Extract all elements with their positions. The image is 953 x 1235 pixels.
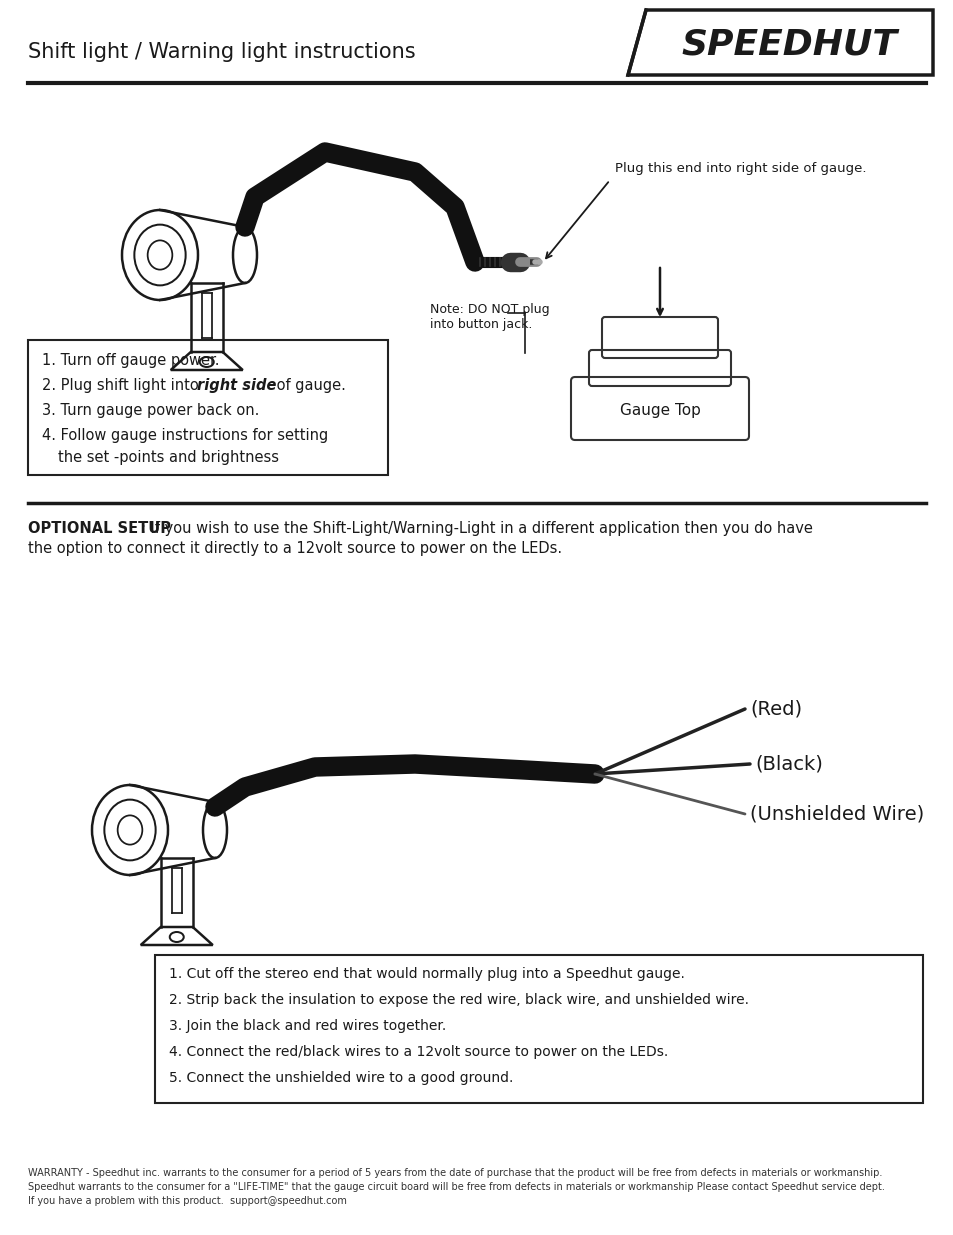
Text: SPEEDHUT: SPEEDHUT — [680, 27, 897, 62]
Text: Shift light / Warning light instructions: Shift light / Warning light instructions — [28, 42, 416, 62]
Text: 4. Follow gauge instructions for setting: 4. Follow gauge instructions for setting — [42, 429, 328, 443]
Text: the option to connect it directly to a 12volt source to power on the LEDs.: the option to connect it directly to a 1… — [28, 541, 561, 556]
Text: (Black): (Black) — [754, 755, 822, 773]
Text: WARRANTY - Speedhut inc. warrants to the consumer for a period of 5 years from t: WARRANTY - Speedhut inc. warrants to the… — [28, 1168, 882, 1178]
Text: 3. Join the black and red wires together.: 3. Join the black and red wires together… — [169, 1019, 446, 1032]
Text: 3. Turn gauge power back on.: 3. Turn gauge power back on. — [42, 403, 259, 417]
Text: 2. Plug shift light into: 2. Plug shift light into — [42, 378, 203, 393]
Text: OPTIONAL SETUP: OPTIONAL SETUP — [28, 521, 171, 536]
Text: (Unshielded Wire): (Unshielded Wire) — [749, 804, 923, 824]
Text: 4. Connect the red/black wires to a 12volt source to power on the LEDs.: 4. Connect the red/black wires to a 12vo… — [169, 1045, 667, 1058]
Text: into button jack.: into button jack. — [430, 317, 532, 331]
Text: right side: right side — [196, 378, 276, 393]
Text: Plug this end into right side of gauge.: Plug this end into right side of gauge. — [615, 162, 865, 175]
Text: Speedhut warrants to the consumer for a "LIFE-TIME" that the gauge circuit board: Speedhut warrants to the consumer for a … — [28, 1182, 884, 1192]
Text: 2. Strip back the insulation to expose the red wire, black wire, and unshielded : 2. Strip back the insulation to expose t… — [169, 993, 748, 1007]
Text: Gauge Top: Gauge Top — [618, 404, 700, 419]
Text: (Red): (Red) — [749, 699, 801, 719]
Text: the set -points and brightness: the set -points and brightness — [58, 450, 278, 466]
Text: of gauge.: of gauge. — [272, 378, 346, 393]
Text: 1. Turn off gauge power.: 1. Turn off gauge power. — [42, 353, 219, 368]
Text: Note: DO NOT plug: Note: DO NOT plug — [430, 303, 549, 316]
Text: 5. Connect the unshielded wire to a good ground.: 5. Connect the unshielded wire to a good… — [169, 1071, 513, 1086]
Text: If you have a problem with this product.  support@speedhut.com: If you have a problem with this product.… — [28, 1195, 347, 1207]
Text: 1. Cut off the stereo end that would normally plug into a Speedhut gauge.: 1. Cut off the stereo end that would nor… — [169, 967, 684, 981]
Text: : If you wish to use the Shift-Light/Warning-Light in a different application th: : If you wish to use the Shift-Light/War… — [141, 521, 812, 536]
